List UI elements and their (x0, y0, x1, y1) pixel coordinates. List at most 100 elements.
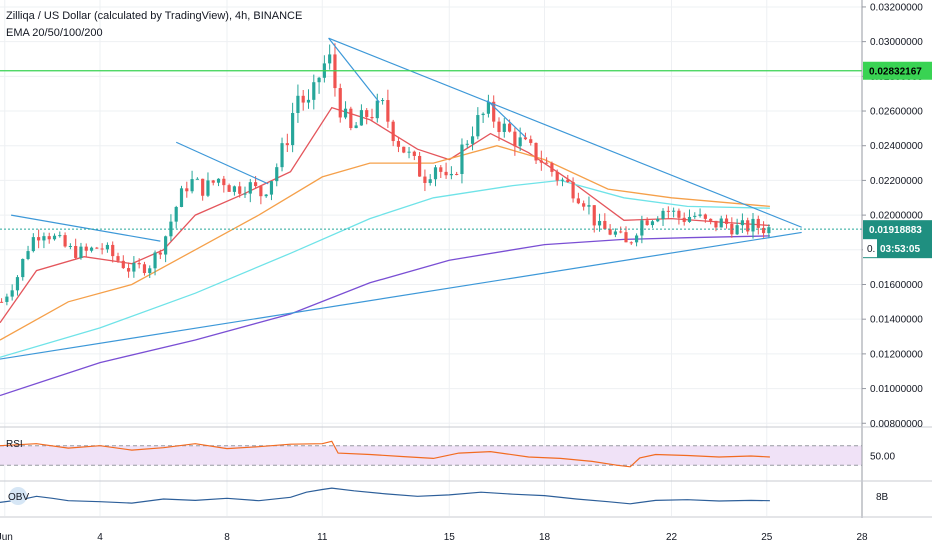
candle-up (587, 205, 591, 207)
candle-up (174, 206, 178, 222)
candle-up (52, 235, 57, 240)
candle-up (296, 95, 300, 113)
candle-down (142, 264, 147, 274)
candle-up (148, 268, 152, 274)
candle-down (619, 231, 623, 233)
ema-line-ema200 (0, 235, 770, 397)
candle-down (523, 137, 528, 140)
candle-down (111, 244, 115, 257)
y-tick-label: 0.02200000 (870, 176, 923, 187)
candle-up (740, 220, 744, 226)
candle-down (534, 142, 538, 161)
candle-up (179, 188, 184, 207)
candle-down (608, 229, 612, 235)
candle-up (460, 144, 464, 175)
trendline[interactable] (328, 37, 802, 228)
obv-badge-icon[interactable] (9, 487, 27, 505)
candle-down (74, 246, 78, 258)
candle-down (550, 163, 554, 172)
candle-up (89, 247, 94, 251)
countdown-price-prefix: 0. (867, 244, 875, 255)
candles-layer (0, 43, 771, 306)
trendline[interactable] (11, 214, 161, 242)
candle-up (343, 108, 348, 118)
y-tick-label: 0.00800000 (870, 419, 923, 430)
candle-down (709, 218, 713, 221)
candle-up (719, 218, 723, 228)
candle-up (656, 218, 660, 222)
candle-up (433, 167, 438, 180)
candle-up (518, 137, 522, 147)
y-tick-label: 0.01400000 (870, 315, 923, 326)
trendline[interactable] (0, 231, 802, 360)
countdown-text: 03:53:05 (880, 244, 920, 255)
indicator-label[interactable]: EMA 20/50/100/200 (6, 27, 103, 39)
candle-down (444, 171, 448, 176)
candle-up (476, 115, 480, 137)
candle-down (423, 176, 427, 183)
level-price-text: 0.02832167 (869, 67, 922, 78)
candle-down (338, 88, 342, 118)
ema-line-ema100 (0, 179, 770, 358)
rsi-axis-label: 50.00 (870, 452, 895, 463)
candle-up (153, 252, 157, 269)
rsi-pane: RSI 50.00 (0, 439, 895, 468)
candle-down (301, 95, 305, 103)
candle-up (698, 214, 702, 216)
candle-down (0, 301, 4, 303)
candle-up (407, 151, 411, 153)
candle-up (470, 136, 475, 144)
candle-down (370, 116, 374, 119)
candle-down (365, 110, 369, 117)
candle-up (481, 113, 485, 116)
candle-up (661, 210, 665, 219)
y-tick-label: 0.01200000 (870, 349, 923, 360)
y-tick-label: 0.03200000 (870, 2, 923, 13)
x-tick-label: 18 (539, 532, 551, 543)
trendline[interactable] (175, 141, 269, 185)
candle-down (259, 186, 263, 197)
levels-layer[interactable] (0, 70, 862, 230)
candle-up (650, 221, 655, 226)
candle-down (629, 242, 633, 244)
candle-down (211, 180, 215, 183)
countdown-price-mask (863, 239, 877, 258)
candle-up (190, 179, 194, 192)
x-tick-label: 15 (444, 532, 456, 543)
candle-up (232, 186, 237, 192)
last-price-text: 0.01918883 (869, 225, 922, 236)
candle-down (455, 173, 459, 175)
candle-up (317, 77, 321, 83)
candle-up (672, 210, 676, 212)
candle-up (58, 235, 62, 237)
candle-down (566, 179, 570, 183)
candle-up (693, 215, 697, 217)
candle-up (312, 82, 316, 100)
rsi-line (0, 440, 770, 468)
candle-down (539, 160, 543, 163)
candle-up (26, 251, 30, 259)
candle-down (185, 188, 189, 192)
candle-down (253, 182, 258, 187)
candle-down (126, 268, 131, 272)
candle-up (640, 220, 644, 236)
candle-down (555, 171, 559, 181)
candle-up (502, 123, 506, 132)
trendline[interactable] (486, 100, 526, 138)
candle-up (195, 178, 199, 180)
y-tick-label: 0.02600000 (870, 107, 923, 118)
candle-up (428, 179, 432, 183)
candle-down (724, 218, 729, 224)
candle-down (201, 178, 205, 196)
candle-down (761, 227, 766, 234)
chart-title: Zilliqa / US Dollar (calculated by Tradi… (6, 10, 303, 22)
candle-up (68, 246, 72, 248)
price-tags: 0.02832167 0.01918883 0. 03:53:05 (863, 61, 932, 259)
candle-down (592, 205, 596, 226)
ema-layer (0, 106, 770, 397)
candle-down (746, 220, 750, 232)
candle-up (751, 218, 755, 232)
candle-down (158, 252, 162, 255)
